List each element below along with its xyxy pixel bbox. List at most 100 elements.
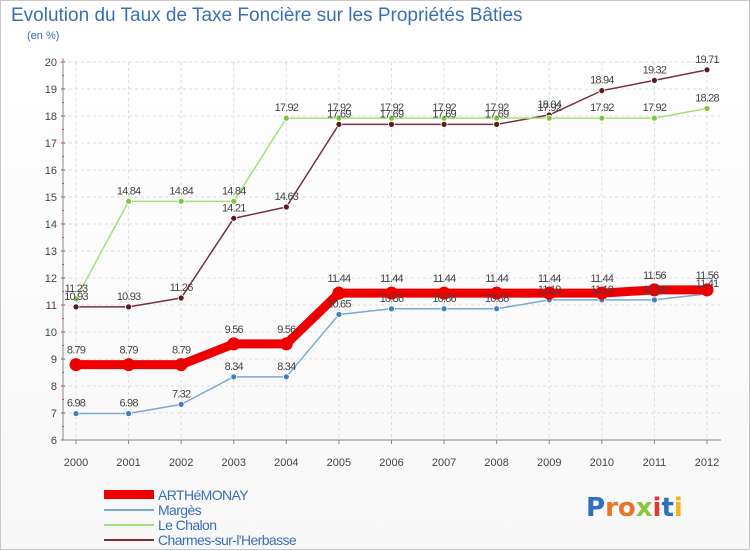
data-point-3 bbox=[598, 87, 606, 95]
data-point-3 bbox=[282, 203, 290, 211]
data-label-3: 17.69 bbox=[380, 108, 404, 120]
data-label-3: 14.21 bbox=[222, 202, 246, 214]
data-point-1 bbox=[125, 410, 132, 417]
data-point-2 bbox=[335, 114, 343, 122]
x-tick-label: 2005 bbox=[327, 457, 351, 469]
y-tick-label: 8 bbox=[51, 381, 57, 393]
data-label-2: 11.23 bbox=[65, 283, 88, 295]
x-tick-label: 2007 bbox=[432, 457, 456, 469]
legend-swatch-arthemonay bbox=[104, 490, 154, 499]
x-tick-label: 2001 bbox=[116, 457, 140, 469]
data-label-2: 17.92 bbox=[590, 102, 614, 114]
data-label-1: 11.19 bbox=[590, 284, 613, 296]
data-point-0 bbox=[595, 286, 609, 300]
data-label-2: 14.84 bbox=[222, 185, 246, 197]
logo-letter: r bbox=[605, 493, 618, 523]
logo-letter: i bbox=[673, 493, 683, 523]
chart-title: Evolution du Taux de Taxe Foncière sur l… bbox=[11, 5, 523, 26]
x-tick-label: 2002 bbox=[169, 457, 193, 469]
x-tick-label: 2004 bbox=[274, 457, 298, 469]
data-point-0 bbox=[647, 283, 661, 297]
data-label-3: 17.69 bbox=[327, 108, 351, 120]
data-point-0 bbox=[385, 286, 398, 300]
data-point-3 bbox=[125, 303, 132, 311]
data-label-1: 11.19 bbox=[643, 284, 666, 296]
data-point-0 bbox=[490, 286, 504, 300]
y-tick-label: 17 bbox=[45, 138, 57, 150]
y-tick-label: 9 bbox=[51, 354, 57, 366]
legend-item-charmes: Charmes-sur-l'Herbasse bbox=[104, 531, 297, 548]
legend-label-charmes: Charmes-sur-l'Herbasse bbox=[158, 531, 297, 548]
data-point-2 bbox=[282, 114, 290, 122]
data-point-3 bbox=[703, 66, 711, 74]
logo-letter: x bbox=[635, 493, 653, 523]
data-point-0 bbox=[69, 358, 83, 372]
data-label-2: 17.92 bbox=[275, 102, 299, 114]
y-tick-label: 16 bbox=[45, 165, 57, 177]
data-point-1 bbox=[230, 373, 238, 381]
y-tick-label: 10 bbox=[45, 327, 57, 339]
data-label-2: 17.92 bbox=[485, 102, 509, 114]
data-point-1 bbox=[651, 296, 658, 304]
legend-item-marges: Margès bbox=[104, 502, 296, 518]
data-label-2: 14.84 bbox=[169, 185, 193, 197]
data-point-1 bbox=[72, 410, 80, 417]
legend-swatch-le-chalon bbox=[104, 523, 154, 526]
data-point-3 bbox=[388, 120, 395, 128]
data-label-3: 14.63 bbox=[275, 191, 299, 203]
data-label-0: 11.44 bbox=[380, 273, 403, 285]
data-label-3: 19.71 bbox=[695, 54, 719, 66]
data-label-0: 8.79 bbox=[67, 345, 86, 357]
data-point-1 bbox=[282, 373, 290, 381]
data-point-3 bbox=[335, 120, 343, 128]
data-point-1 bbox=[388, 305, 395, 313]
x-tick-label: 2008 bbox=[484, 457, 508, 469]
data-label-1: 11.41 bbox=[696, 278, 719, 290]
y-tick-label: 7 bbox=[51, 408, 57, 420]
data-label-2: 18.28 bbox=[695, 92, 719, 104]
x-tick-label: 2003 bbox=[222, 457, 246, 469]
data-point-0 bbox=[437, 286, 451, 300]
logo-letter: t bbox=[661, 493, 674, 523]
data-point-2 bbox=[72, 295, 80, 303]
legend-label-le-chalon: Le Chalon bbox=[158, 516, 217, 533]
y-tick-label: 20 bbox=[45, 57, 57, 69]
y-tick-label: 18 bbox=[45, 111, 57, 123]
y-axis-unit-label: (en %) bbox=[27, 30, 60, 42]
data-point-1 bbox=[493, 305, 501, 313]
data-label-0: 8.79 bbox=[172, 345, 191, 357]
data-point-2 bbox=[703, 105, 711, 112]
data-label-2: 17.92 bbox=[432, 102, 456, 114]
data-point-3 bbox=[230, 214, 238, 222]
x-tick-label: 2009 bbox=[537, 457, 561, 469]
data-point-3 bbox=[493, 120, 501, 128]
data-point-2 bbox=[545, 114, 553, 122]
data-label-3: 18.94 bbox=[590, 75, 614, 87]
data-point-3 bbox=[440, 120, 448, 128]
data-label-1: 8.34 bbox=[277, 361, 296, 373]
data-label-2: 17.92 bbox=[380, 102, 404, 114]
logo-letter: P bbox=[586, 493, 606, 523]
data-point-3 bbox=[72, 303, 80, 311]
data-label-2: 17.92 bbox=[643, 102, 667, 114]
data-label-3: 18.04 bbox=[537, 99, 561, 111]
data-point-2 bbox=[388, 114, 395, 122]
data-label-2: 17.92 bbox=[327, 102, 351, 114]
data-label-1: 10.86 bbox=[432, 293, 456, 305]
legend-swatch-marges bbox=[104, 508, 154, 511]
data-label-3: 10.93 bbox=[117, 291, 141, 303]
data-label-2: 14.84 bbox=[117, 185, 141, 197]
data-point-3 bbox=[177, 294, 185, 302]
data-label-1: 6.98 bbox=[67, 398, 86, 410]
y-tick-label: 11 bbox=[46, 300, 57, 312]
legend-item-le-chalon: Le Chalon bbox=[104, 516, 296, 533]
data-point-0 bbox=[332, 286, 346, 300]
data-label-0: 11.44 bbox=[590, 273, 613, 285]
data-point-2 bbox=[651, 114, 658, 122]
x-tick-label: 2011 bbox=[643, 457, 667, 469]
data-label-1: 10.65 bbox=[327, 298, 351, 310]
data-label-2: 17.92 bbox=[537, 102, 561, 114]
data-point-0 bbox=[542, 286, 556, 300]
